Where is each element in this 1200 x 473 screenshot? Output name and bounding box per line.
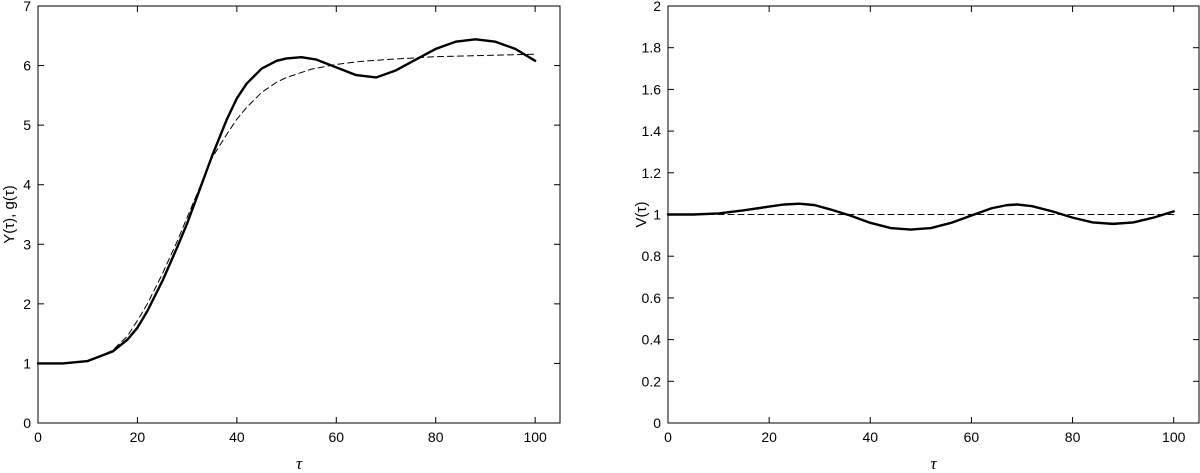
x-tick-label: 20 [130,429,146,445]
x-tick-label: 0 [664,429,672,445]
y-tick-label: 1.8 [642,40,662,56]
x-tick-label: 0 [34,429,42,445]
y-tick-label: 1 [653,207,661,223]
y-tick-label: 7 [23,0,31,14]
y-tick-label: 0.6 [642,290,662,306]
y-tick-label: 0.2 [642,373,662,389]
x-axis-label: τ [930,454,937,473]
plot-frame [37,5,561,424]
y-tick-label: 0 [23,415,31,431]
y-tick-label: 0 [653,415,661,431]
x-tick-label: 100 [1162,429,1186,445]
y-tick-label: 0.4 [642,332,662,348]
y-tick-label: 1 [23,355,31,371]
y-tick-label: 3 [23,236,31,252]
solid-series-line [666,202,1175,231]
x-tick-label: 80 [1065,429,1081,445]
x-tick-label: 40 [229,429,245,445]
y-tick-label: 5 [23,117,31,133]
y-tick-label: 0.8 [642,248,662,264]
x-tick-label: 100 [523,429,547,445]
y-axis-label: Y(τ), g(τ) [1,185,18,244]
x-axis-label: τ [296,454,303,473]
y-tick-label: 4 [23,177,31,193]
x-tick-label: 60 [328,429,344,445]
y-tick-label: 6 [23,58,31,74]
x-tick-label: 60 [964,429,980,445]
right-chart-panel: 0 20 40 60 80 100 0 0.2 0.4 0.6 0.8 1 1.2 1.4 1.6 1.8 2 τ… [633,0,1200,473]
left-chart-panel: 0 20 40 60 80 100 0 1 2 3 4 5 6 7 τ Y(τ), g(τ) [1,0,561,473]
y-tick-label: 2 [23,296,31,312]
y-tick-label: 1.6 [642,81,662,97]
dashed-series-line [37,53,536,364]
y-tick-label: 2 [653,0,661,14]
solid-series-line [36,38,537,365]
x-tick-label: 20 [761,429,777,445]
x-tick-label: 80 [428,429,444,445]
y-axis-label: V(τ) [633,202,650,228]
y-tick-label: 1.2 [642,165,662,181]
x-tick-label: 40 [862,429,878,445]
y-tick-label: 1.4 [642,123,662,139]
